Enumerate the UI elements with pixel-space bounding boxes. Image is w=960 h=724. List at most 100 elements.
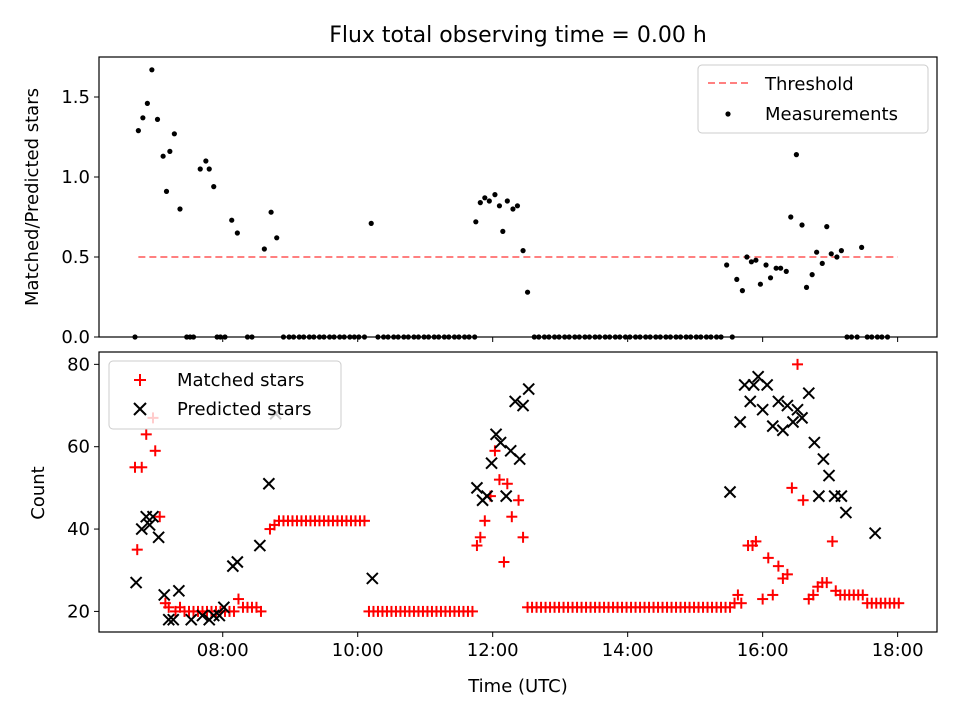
predicted-stars-point (812, 489, 826, 503)
predicted-stars-point (470, 481, 484, 495)
measurement-point (767, 275, 774, 281)
measurement-point (149, 67, 155, 73)
count-y-axis: 20 40 60 80 (67, 354, 99, 622)
matched-stars-point (136, 461, 148, 473)
measurement-point (773, 265, 779, 271)
predicted-stars-point (786, 415, 800, 429)
count-y-tick-label: 80 (67, 354, 90, 375)
matched-stars-point (826, 535, 838, 547)
measurement-point (763, 262, 769, 268)
count-y-axis-label: Count (28, 466, 49, 519)
predicted-stars-point (776, 424, 790, 437)
measurement-point (819, 260, 825, 266)
matched-stars-point (501, 478, 513, 490)
predicted-stars-point (494, 436, 507, 449)
matched-stars-point (513, 494, 525, 506)
predicted-stars-point (162, 613, 175, 626)
ratio-y-tick-label: 1.0 (61, 167, 90, 188)
measurement-point (234, 230, 240, 236)
measurement-point (144, 100, 150, 106)
predicted-stars-point (152, 531, 165, 544)
measurement-point (778, 265, 784, 271)
predicted-stars-point (262, 477, 276, 490)
count-y-tick-label: 20 (67, 601, 90, 622)
measurement-point (748, 259, 755, 265)
matched-stars-point (474, 531, 486, 543)
predicted-stars-point (217, 601, 231, 614)
matched-stars-point (255, 605, 267, 617)
count-x-tick-label: 16:00 (737, 640, 789, 661)
predicted-stars-point (485, 456, 498, 470)
measurement-point (504, 198, 510, 204)
measurement-point (809, 272, 815, 278)
predicted-legend-swatch (133, 402, 147, 416)
predicted-stars-point (366, 572, 379, 585)
measurement-point (163, 188, 170, 194)
chart-title: Flux total observing time = 0.00 h (329, 23, 707, 48)
predicted-stars-point (817, 452, 830, 466)
matched-stars-point (735, 597, 747, 609)
measurement-point (206, 166, 212, 172)
predicted-stars-point (499, 489, 513, 503)
measurement-point (757, 281, 764, 287)
measurement-point (734, 276, 740, 282)
ratio-x-axis (222, 337, 899, 342)
matched-stars-point (228, 605, 240, 617)
measurement-point (793, 152, 799, 158)
measurement-point (834, 254, 840, 260)
measurement-point (799, 222, 805, 228)
ratio-panel-frame (98, 56, 938, 338)
predicted-stars-point (772, 395, 785, 408)
measurement-point (510, 206, 516, 212)
measurement-point (171, 131, 177, 137)
predicted-stars-point (723, 485, 737, 499)
predicted-stars-point (733, 415, 747, 429)
measurement-point (824, 224, 830, 230)
matched-stars-point (762, 552, 774, 564)
count-legend: Matched stars Predicted stars (108, 360, 342, 430)
predicted-stars-point (808, 436, 821, 449)
predicted-stars-point (513, 452, 526, 466)
matched-stars-point (163, 601, 175, 613)
measurement-point (514, 203, 521, 209)
matched-stars-point (893, 597, 905, 609)
matched-stars-point (757, 593, 769, 605)
matched-stars-point (857, 589, 869, 601)
matched-stars-point (154, 511, 166, 523)
matched-stars-point (498, 556, 510, 568)
matched-stars-point (767, 589, 779, 601)
predicted-stars-point (839, 506, 853, 519)
ratio-y-tick-label: 1.5 (61, 87, 90, 108)
measurement-point (229, 217, 235, 223)
measurement-point (783, 268, 789, 274)
measurement-point (261, 246, 267, 252)
predicted-stars-point (143, 518, 156, 532)
measurement-point (473, 219, 479, 225)
predicted-stars-point (835, 489, 848, 503)
count-x-tick-label: 14:00 (602, 640, 654, 661)
predicted-stars-point (868, 526, 882, 540)
count-x-tick-label: 18:00 (872, 640, 924, 661)
matched-legend-swatch (134, 374, 146, 386)
matched-stars-point (821, 577, 833, 589)
measurement-point (211, 184, 217, 190)
predicted-stars-point (738, 378, 751, 392)
measurement-point (154, 116, 161, 122)
matched-stars-point (732, 589, 744, 601)
measurements-legend-label: Measurements (765, 104, 898, 125)
predicted-stars-point (480, 489, 494, 503)
count-panel-frame (98, 351, 938, 633)
measurement-point (739, 288, 746, 294)
predicted-stars-point (253, 539, 267, 552)
measurement-point (744, 254, 750, 260)
count-x-tick-label: 08:00 (197, 640, 249, 661)
matched-legend-label: Matched stars (177, 370, 304, 391)
predicted-stars-point (508, 395, 522, 408)
matched-stars-point (792, 358, 804, 370)
predicted-stars-point (213, 609, 226, 622)
measurement-point (724, 262, 730, 268)
measurement-point (814, 249, 820, 255)
matched-stars-point (781, 568, 793, 580)
measurement-point (135, 128, 141, 134)
matched-stars-point (131, 544, 143, 556)
